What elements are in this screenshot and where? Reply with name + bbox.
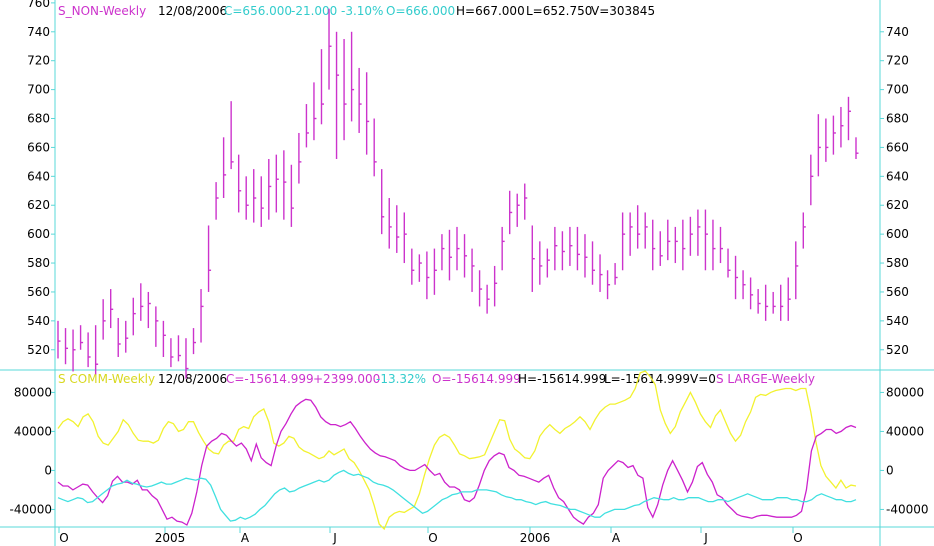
x-axis-label: J bbox=[703, 531, 708, 545]
cot-y-tick-right: 40000 bbox=[886, 424, 924, 438]
y-tick-left: 740 bbox=[27, 25, 50, 39]
x-axis-label: O bbox=[428, 531, 437, 545]
y-tick-left: 580 bbox=[27, 256, 50, 270]
cot-series-line bbox=[57, 370, 857, 531]
y-tick-right: 660 bbox=[886, 140, 909, 154]
top-high: H=667.000 bbox=[456, 4, 525, 18]
bottom-date: 12/08/2006 bbox=[158, 372, 227, 386]
price-bars bbox=[57, 8, 859, 379]
top-open: O=666.000 bbox=[386, 4, 455, 18]
y-tick-left: 600 bbox=[27, 227, 50, 241]
x-axis-label: A bbox=[612, 531, 621, 545]
x-axis-label: J bbox=[332, 531, 337, 545]
x-axis-labels: O 2005 A J O 2006 A J O bbox=[58, 527, 803, 545]
y-tick-right: 620 bbox=[886, 198, 909, 212]
cot-y-tick-left: -40000 bbox=[9, 502, 52, 516]
y-tick-left: 680 bbox=[27, 112, 50, 126]
y-tick-left: 760 bbox=[27, 0, 50, 10]
top-low: L=652.750 bbox=[526, 4, 592, 18]
y-tick-right: 540 bbox=[886, 314, 909, 328]
y-tick-right: 600 bbox=[886, 227, 909, 241]
y-tick-left: 640 bbox=[27, 169, 50, 183]
top-volume: V=303845 bbox=[591, 4, 655, 18]
top-close: C=656.000 bbox=[224, 4, 292, 18]
x-axis-label: O bbox=[793, 531, 802, 545]
cot-lines bbox=[57, 370, 857, 531]
y-tick-right: 520 bbox=[886, 343, 909, 357]
bottom-close: C=-15614.999 bbox=[226, 372, 314, 386]
cot-y-tick-right: 80000 bbox=[886, 385, 924, 399]
top-symbol: S_NON-Weekly bbox=[58, 4, 146, 18]
cot-y-tick-left: 40000 bbox=[14, 424, 52, 438]
top-change-pct: -3.10% bbox=[341, 4, 383, 18]
cot-y-tick-left: 80000 bbox=[14, 385, 52, 399]
cot-series-line bbox=[57, 469, 857, 522]
bottom-volume: V=0 bbox=[690, 372, 716, 386]
y-tick-left: 540 bbox=[27, 314, 50, 328]
y-tick-left: 700 bbox=[27, 83, 50, 97]
y-tick-right: 720 bbox=[886, 54, 909, 68]
bottom-change-pct: -13.32% bbox=[376, 372, 426, 386]
y-tick-right: 700 bbox=[886, 83, 909, 97]
bottom-change: +2399.000 bbox=[313, 372, 380, 386]
y-tick-right: 680 bbox=[886, 112, 909, 126]
bottom-low: L=-15614.999 bbox=[604, 372, 690, 386]
x-axis-label: 2006 bbox=[520, 531, 551, 545]
x-axis-label: A bbox=[241, 531, 250, 545]
cot-y-tick-right: -40000 bbox=[886, 502, 929, 516]
y-tick-right: 740 bbox=[886, 25, 909, 39]
bottom-series2-name: S LARGE-Weekly bbox=[716, 372, 815, 386]
axis-ticks: 520 540 560 580 600 620 640 660 680 700 720 740 760 5… bbox=[9, 0, 928, 516]
y-tick-left: 660 bbox=[27, 140, 50, 154]
bottom-open: O=-15614.999 bbox=[432, 372, 521, 386]
y-tick-left: 520 bbox=[27, 343, 50, 357]
top-date: 12/08/2006 bbox=[158, 4, 227, 18]
y-tick-left: 620 bbox=[27, 198, 50, 212]
y-tick-right: 560 bbox=[886, 285, 909, 299]
cot-y-tick-right: 0 bbox=[886, 463, 894, 477]
y-tick-left: 720 bbox=[27, 54, 50, 68]
x-axis-label: 2005 bbox=[155, 531, 186, 545]
bottom-high: H=-15614.999 bbox=[518, 372, 606, 386]
x-axis-label: O bbox=[59, 531, 68, 545]
y-tick-right: 580 bbox=[886, 256, 909, 270]
top-change: -21.000 bbox=[291, 4, 337, 18]
cot-y-tick-left: 0 bbox=[44, 463, 52, 477]
bottom-symbol: S COMM-Weekly bbox=[58, 372, 155, 386]
y-tick-left: 560 bbox=[27, 285, 50, 299]
cot-series-line bbox=[57, 398, 857, 526]
y-tick-right: 640 bbox=[886, 169, 909, 183]
